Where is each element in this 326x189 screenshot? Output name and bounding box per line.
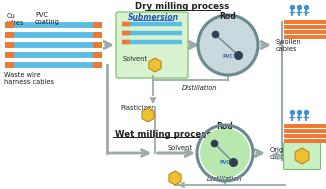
Text: Wet milling process: Wet milling process (115, 130, 212, 139)
Circle shape (200, 128, 250, 178)
Text: Distillation: Distillation (207, 176, 243, 182)
Text: Submersion: Submersion (127, 13, 179, 22)
Text: Rod: Rod (220, 12, 236, 21)
Text: Solvent: Solvent (168, 145, 193, 151)
Text: Original
cables: Original cables (270, 147, 296, 160)
Text: Swollen
cables: Swollen cables (276, 39, 302, 52)
Circle shape (198, 15, 258, 75)
Polygon shape (149, 58, 161, 72)
Text: Cu
wires: Cu wires (7, 13, 24, 26)
Text: Plasticizer: Plasticizer (120, 105, 154, 111)
Polygon shape (142, 108, 154, 122)
FancyBboxPatch shape (284, 143, 320, 170)
Text: Solvent: Solvent (123, 56, 148, 62)
Text: PVC: PVC (223, 54, 233, 60)
Polygon shape (169, 171, 181, 185)
Text: PVC: PVC (220, 160, 230, 164)
FancyBboxPatch shape (116, 12, 188, 78)
Text: Waste wire
harness cables: Waste wire harness cables (4, 72, 54, 85)
Polygon shape (295, 148, 309, 164)
Text: Dry milling process: Dry milling process (135, 2, 229, 11)
Text: Distillation: Distillation (182, 85, 218, 91)
Text: PVC
coating: PVC coating (35, 12, 60, 25)
Text: Rod: Rod (216, 122, 233, 131)
